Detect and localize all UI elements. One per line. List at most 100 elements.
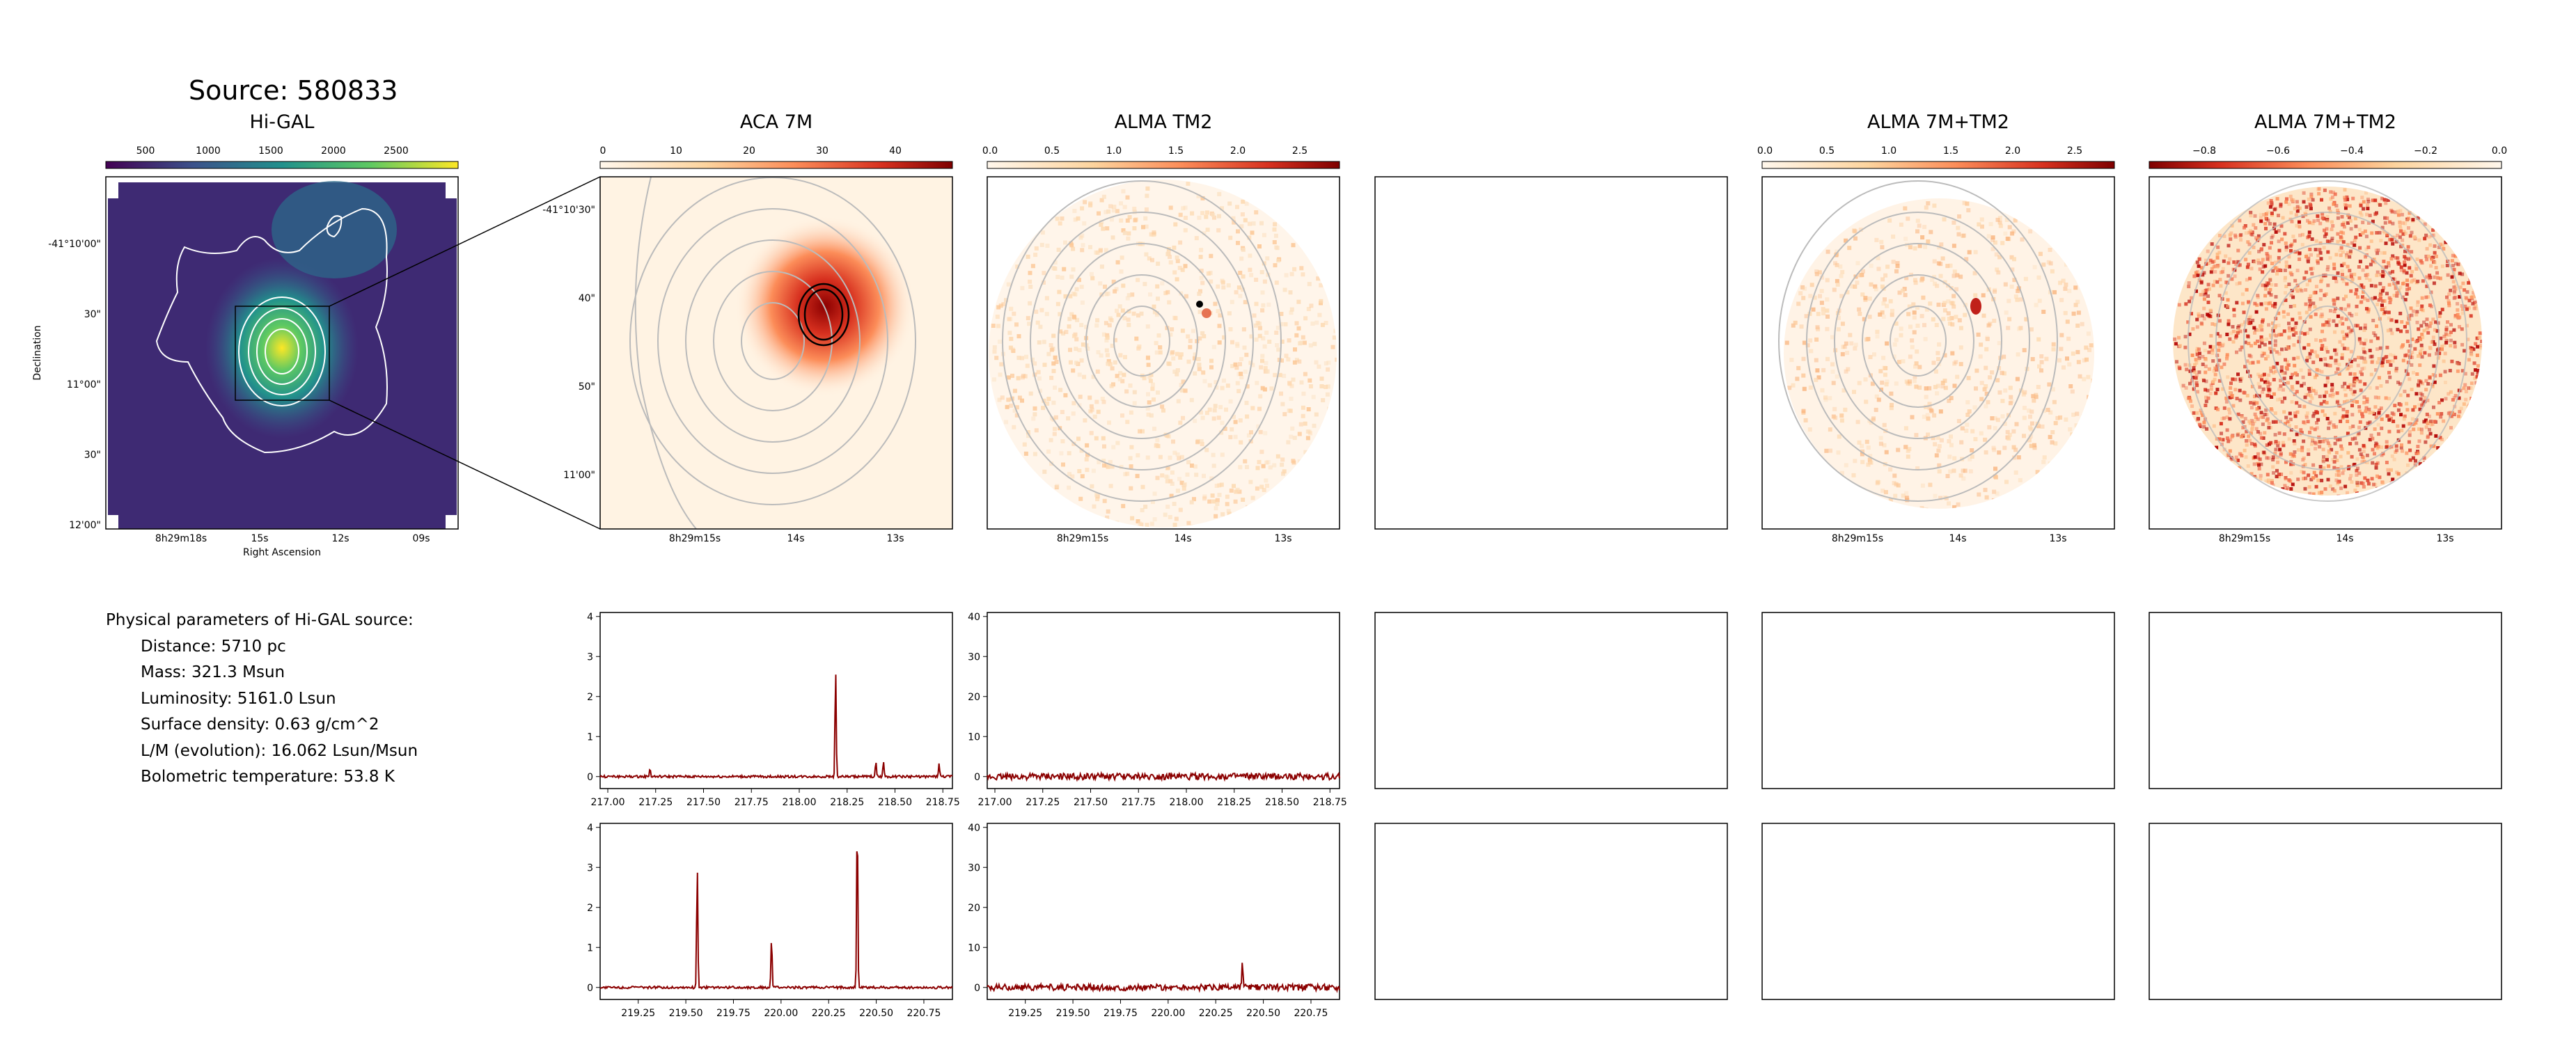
xtick: 217.25	[1026, 797, 1060, 808]
panel-title-residual: ALMA 7M+TM2	[2254, 111, 2396, 133]
xtick: 220.25	[812, 1008, 846, 1019]
xtick: 218.00	[783, 797, 817, 808]
colorbar-ticks-residual: −0.8 −0.6 −0.4 −0.2 0.0	[2192, 145, 2507, 157]
ytick: 3	[587, 862, 593, 873]
panel-title-tm2: ALMA TM2	[1114, 111, 1213, 133]
xtick: 14s	[2336, 533, 2353, 544]
panel-title-combined: ALMA 7M+TM2	[1867, 111, 2009, 133]
cbar-tick: 0.5	[1819, 145, 1835, 157]
xticks-residual: 8h29m15s 14s 13s	[2219, 533, 2454, 544]
ytick: 4	[587, 823, 593, 834]
xtick: 15s	[251, 533, 268, 544]
xtick: 12s	[331, 533, 349, 544]
physical-parameters: Physical parameters of Hi-GAL source: Di…	[106, 608, 418, 791]
cbar-tick: 30	[816, 145, 828, 157]
ytick: 2	[587, 692, 593, 703]
xtick: 13s	[2049, 533, 2066, 544]
cbar-tick: 2.5	[2067, 145, 2082, 157]
param-luminosity: Luminosity: 5161.0 Lsun	[141, 689, 336, 708]
ytick: 30	[968, 651, 980, 663]
cbar-tick: 1.0	[1106, 145, 1122, 157]
param-lm-ratio: L/M (evolution): 16.062 Lsun/Msun	[141, 741, 418, 760]
spectrum-empty	[1761, 823, 2115, 1000]
cbar-tick: 0	[600, 145, 606, 157]
tm2-noise	[991, 181, 1337, 528]
ytick: 1	[587, 731, 593, 743]
param-mass: Mass: 321.3 Msun	[141, 663, 285, 681]
xtick: 13s	[1274, 533, 1291, 544]
panel-title-higal: Hi-GAL	[249, 111, 315, 133]
combined-source	[1970, 298, 1981, 315]
xtick: 218.50	[1265, 797, 1299, 808]
xtick: 217.00	[591, 797, 625, 808]
params-heading: Physical parameters of Hi-GAL source:	[106, 611, 414, 629]
cbar-tick: 2500	[384, 145, 409, 157]
ytick: 10	[968, 731, 980, 743]
cbar-tick: −0.6	[2266, 145, 2290, 157]
spectrum-tm2-spw2: 0 10 20 30 40 219.25 219.50 219.75 220.00 220.25 2…	[968, 823, 1340, 1019]
spectrum-empty	[1761, 612, 2115, 789]
spectrum-frame	[599, 823, 953, 1000]
xtick: 14s	[1174, 533, 1191, 544]
panel-empty	[1374, 176, 1728, 530]
cbar-tick: 0.0	[2492, 145, 2507, 157]
panel-tm2: 0.0 0.5 1.0 1.5 2.0 2.5 8h29m15s 14s 13s	[982, 145, 1340, 544]
xtick: 220.50	[1246, 1008, 1280, 1019]
xtick: 8h29m15s	[669, 533, 721, 544]
colorbar-ticks-aca7m: 0 10 20 30 40	[600, 145, 902, 157]
cbar-tick: 2.5	[1292, 145, 1307, 157]
colorbar-residual	[2149, 161, 2502, 169]
colorbar-higal	[105, 161, 459, 169]
colorbar-ticks-combined: 0.0 0.5 1.0 1.5 2.0 2.5	[1757, 145, 2082, 157]
param-surface-density: Surface density: 0.63 g/cm^2	[141, 715, 379, 734]
spectrum-frame	[987, 612, 1340, 789]
xtick: 220.75	[1294, 1008, 1328, 1019]
xtick: 13s	[2436, 533, 2453, 544]
ytick: -41°10'00"	[48, 239, 101, 250]
empty-spectrum-boxes	[1374, 612, 2502, 1000]
aca7m-peak-contours	[797, 283, 850, 347]
xtick: 218.25	[1217, 797, 1251, 808]
ytick: 50"	[579, 381, 595, 393]
ytick: 0	[587, 772, 593, 783]
xtick: 219.75	[716, 1008, 751, 1019]
residual-noise	[2173, 187, 2482, 496]
cbar-tick: −0.8	[2192, 145, 2216, 157]
spectrum-frame	[599, 612, 953, 789]
ytick: 0	[974, 772, 980, 783]
xtick: 218.75	[926, 797, 960, 808]
cbar-tick: 2000	[321, 145, 346, 157]
ytick: 30"	[84, 309, 101, 320]
ytick: 0	[974, 983, 980, 994]
tm2-contours	[1002, 180, 1282, 502]
aca7m-source-blob	[735, 216, 916, 397]
yticks-aca7m: -41°10'30" 40" 50" 11'00"	[542, 205, 595, 481]
param-distance: Distance: 5710 pc	[141, 637, 286, 656]
ytick: 1	[587, 942, 593, 954]
residual-contours	[2188, 180, 2467, 502]
panel-title-aca7m: ACA 7M	[739, 111, 813, 133]
ytick: 40	[968, 823, 980, 834]
spectrum-empty	[1374, 612, 1728, 789]
xtick: 217.75	[735, 797, 769, 808]
combined-contours	[1778, 180, 2058, 502]
ytick: 20	[968, 692, 980, 703]
xtick: 217.50	[1074, 797, 1108, 808]
ytick: -41°10'30"	[542, 205, 595, 216]
spectrum-series	[599, 851, 953, 990]
panel-combined: 0.0 0.5 1.0 1.5 2.0 2.5 8h29m15s 14s 13s	[1757, 145, 2115, 544]
xtick: 219.50	[1056, 1008, 1090, 1019]
cbar-tick: 2.0	[2005, 145, 2020, 157]
colorbar-tm2	[987, 161, 1340, 169]
cbar-tick: 0.0	[982, 145, 998, 157]
cbar-tick: −0.4	[2340, 145, 2364, 157]
panel-aca7m: 0 10 20 30 40 -41°10'30" 40" 50" 11'00"	[542, 145, 953, 544]
colorbar-aca7m	[599, 161, 953, 169]
xtick: 14s	[787, 533, 804, 544]
cbar-tick: 1.0	[1881, 145, 1896, 157]
cbar-tick: 1500	[258, 145, 283, 157]
ytick: 12'00"	[69, 520, 101, 531]
spectrum-aca7m-spw1: 0 1 2 3 4 217.00 217.25 217.50 217.75 218.00 218.2…	[587, 612, 960, 808]
xtick: 218.00	[1170, 797, 1204, 808]
